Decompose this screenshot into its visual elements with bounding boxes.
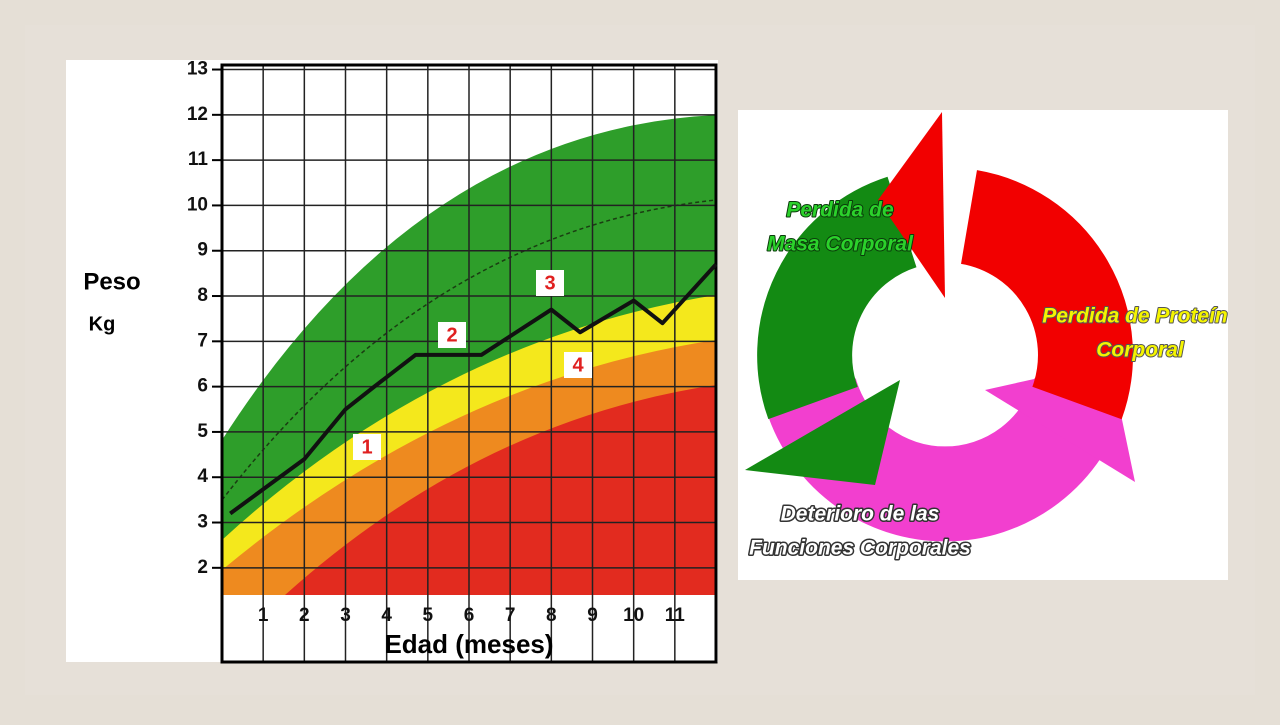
x-tick-label: 3 [340,605,351,626]
annotation-box [438,322,466,348]
cycle [745,112,1135,542]
x-tick-label: 6 [464,605,475,626]
y-tick-label: 4 [197,466,208,487]
arrowhead-red [878,112,945,298]
y-tick-label: 6 [197,376,208,397]
arrow-green [757,176,918,420]
data-line [229,262,718,516]
arrowhead-green [745,380,900,485]
x-label: Edad (meses) [384,629,553,659]
percentile-line [221,199,717,501]
diagram-label: Perdida de Proteín [1042,305,1228,328]
y-tick-label: 10 [187,194,208,215]
band-red [285,385,716,595]
annotation-box [536,270,564,296]
diagram-label: Masa Corporal [767,233,914,256]
x-tick-label: 5 [423,605,434,626]
x-tick-label: 2 [299,605,310,626]
plot-frame [220,63,718,664]
diagram-label: Corporal [1096,339,1185,362]
x-tick-label: 7 [505,605,516,626]
x-tick-label: 1 [258,605,269,626]
x-tick-label: 9 [587,605,598,626]
y-tick-label: 5 [197,421,208,442]
annotation: 1 [361,436,372,458]
y-tick-label: 3 [197,512,208,533]
y-tick-label: 7 [197,330,208,351]
x-tick-label: 11 [665,605,686,626]
y-tick-label: 11 [188,149,209,170]
y-unit: Kg [89,313,116,335]
annotation-box [353,434,381,460]
grid [222,65,716,662]
diagram-label: Funciones Corporales [749,537,971,560]
x-tick-label: 8 [546,605,557,626]
x-tick-label: 4 [381,605,392,626]
annotation: 4 [572,354,584,376]
y-tick-label: 13 [187,59,208,80]
diagram-label: Deterioro de las [781,503,940,526]
annotation: 2 [446,324,457,346]
y-tick-label: 8 [197,285,208,306]
arrow-red [959,170,1133,420]
annotation: 3 [544,272,555,294]
y-tick-label: 12 [187,104,208,125]
y-tick-label: 2 [197,557,208,578]
y-tick-label: 9 [197,240,208,261]
annotation-box [564,352,592,378]
y-label: Peso [83,268,140,295]
x-tick-label: 10 [623,605,644,626]
diagram-label: Perdida de [786,199,894,222]
